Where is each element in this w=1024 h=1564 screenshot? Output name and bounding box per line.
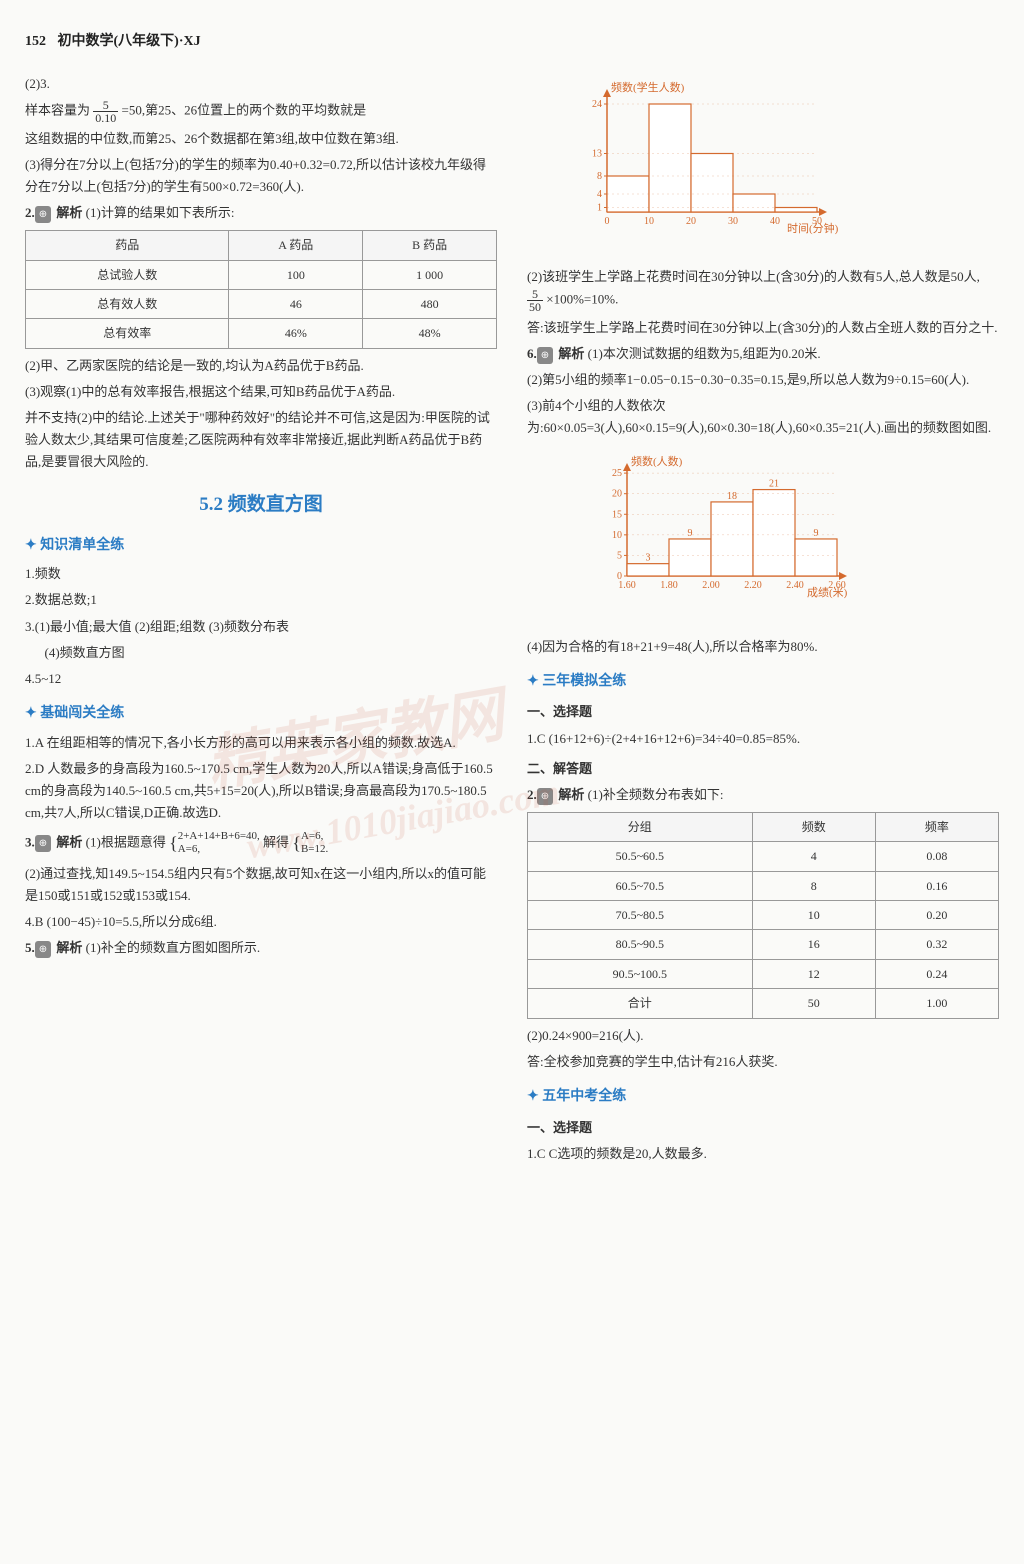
svg-text:2.00: 2.00 — [702, 580, 720, 591]
text: 这组数据的中位数,而第25、26个数据都在第3组,故中位数在第3组. — [25, 128, 497, 150]
text: (2)第5小组的频率1−0.05−0.15−0.30−0.35=0.15,是9,… — [527, 369, 999, 391]
text: (2)0.24×900=216(人). — [527, 1025, 999, 1047]
subhead-basic: 基础闯关全练 — [25, 702, 497, 726]
svg-text:10: 10 — [612, 530, 622, 541]
text: (2)通过查找,知149.5~154.5组内只有5个数据,故可知x在这一小组内,… — [25, 863, 497, 907]
text: 3.(1)最小值;最大值 (2)组距;组数 (3)频数分布表 — [25, 616, 497, 638]
svg-text:15: 15 — [612, 510, 622, 521]
text: (2)甲、乙两家医院的结论是一致的,均认为A药品优于B药品. — [25, 355, 497, 377]
table-row: 总有效人数46480 — [26, 290, 497, 319]
q6: 6.⊕ 解析 (1)本次测试数据的组数为5,组距为0.20米. — [527, 343, 999, 365]
text: 2.D 人数最多的身高段为160.5~170.5 cm,学生人数为20人,所以A… — [25, 758, 497, 824]
text: 1.C C选项的频数是20,人数最多. — [527, 1143, 999, 1165]
table-row: 总试验人数1001 000 — [26, 260, 497, 289]
text: 答:全校参加竞赛的学生中,估计有216人获奖. — [527, 1051, 999, 1073]
analysis-tag: ⊕ — [537, 347, 553, 364]
svg-text:24: 24 — [592, 99, 602, 110]
text: (3)得分在7分以上(包括7分)的学生的频率为0.40+0.32=0.72,所以… — [25, 154, 497, 198]
text: (2)3. — [25, 73, 497, 95]
svg-text:40: 40 — [770, 216, 780, 227]
svg-text:2.60: 2.60 — [828, 580, 846, 591]
analysis-tag: ⊕ — [537, 788, 553, 805]
table-row: 合计501.00 — [528, 989, 999, 1018]
text: 1.C (16+12+6)÷(2+4+16+12+6)=34÷40=0.85=8… — [527, 728, 999, 750]
text: (3)观察(1)中的总有效率报告,根据这个结果,可知B药品优于A药品. — [25, 381, 497, 403]
table-row: 总有效率46%48% — [26, 319, 497, 348]
analysis-tag: ⊕ — [35, 835, 51, 852]
histogram-1: 频数(学生人数)时间(分钟)148132401020304050 — [567, 69, 847, 255]
text: 1.A 在组距相等的情况下,各小长方形的高可以用来表示各小组的频数.故选A. — [25, 732, 497, 754]
content-columns: 精英家教网 www.1010jiajiao.com (2)3. 样本容量为 50… — [25, 69, 999, 1169]
text: 样本容量为 50.10 =50,第25、26位置上的两个数的平均数就是 — [25, 99, 497, 124]
q2: 2.⊕ 解析 (1)计算的结果如下表所示: — [25, 202, 497, 224]
text: 2.数据总数;1 — [25, 589, 497, 611]
svg-text:30: 30 — [728, 216, 738, 227]
svg-text:2.40: 2.40 — [786, 580, 804, 591]
svg-text:2.20: 2.20 — [744, 580, 762, 591]
svg-text:9: 9 — [688, 528, 693, 539]
subhead-3yr: 三年模拟全练 — [527, 670, 999, 694]
table-row: 80.5~90.5160.32 — [528, 930, 999, 959]
table-row: 50.5~60.540.08 — [528, 842, 999, 871]
fraction: 550 — [527, 288, 543, 313]
svg-text:0: 0 — [605, 216, 610, 227]
analysis-tag: ⊕ — [35, 206, 51, 223]
page-header: 152 初中数学(八年级下)·XJ — [25, 30, 999, 54]
svg-text:21: 21 — [769, 479, 779, 490]
subsub: 一、选择题 — [527, 1117, 999, 1139]
svg-text:5: 5 — [617, 551, 622, 562]
svg-text:频数(人数): 频数(人数) — [631, 454, 683, 468]
q3: 3.⊕ 解析 (1)根据题意得 {2+A+14+B+6=40,A=6, 解得 {… — [25, 828, 497, 859]
subhead-5yr: 五年中考全练 — [527, 1085, 999, 1109]
svg-text:50: 50 — [812, 216, 822, 227]
table-row: 60.5~70.580.16 — [528, 871, 999, 900]
table-row: 90.5~100.5120.24 — [528, 959, 999, 988]
subhead-knowledge: 知识清单全练 — [25, 534, 497, 558]
fraction: 50.10 — [93, 99, 118, 124]
svg-text:1.80: 1.80 — [660, 580, 678, 591]
svg-text:1.60: 1.60 — [618, 580, 636, 591]
left-column: (2)3. 样本容量为 50.10 =50,第25、26位置上的两个数的平均数就… — [25, 69, 497, 1169]
subsub: 一、选择题 — [527, 701, 999, 723]
svg-text:20: 20 — [612, 489, 622, 500]
page-title: 初中数学(八年级下)·XJ — [58, 34, 201, 49]
table-drugs: 药品A 药品B 药品 总试验人数1001 000 总有效人数46480 总有效率… — [25, 230, 497, 349]
section-title: 5.2 频数直方图 — [25, 489, 497, 521]
text: (4)因为合格的有18+21+9=48(人),所以合格率为80%. — [527, 636, 999, 658]
text: 答:该班学生上学路上花费时间在30分钟以上(含30分)的人数占全班人数的百分之十… — [527, 317, 999, 339]
text: (4)频数直方图 — [25, 642, 497, 664]
m2: 2.⊕ 解析 (1)补全频数分布表如下: — [527, 784, 999, 806]
q5: 5.⊕ 解析 (1)补全的频数直方图如图所示. — [25, 937, 497, 959]
text: 4.B (100−45)÷10=5.5,所以分成6组. — [25, 911, 497, 933]
table-freq: 分组频数频率 50.5~60.540.08 60.5~70.580.16 70.… — [527, 812, 999, 1019]
svg-text:3: 3 — [646, 553, 651, 564]
subsub: 二、解答题 — [527, 758, 999, 780]
svg-text:9: 9 — [814, 528, 819, 539]
histogram-2: 频数(人数)成绩(米)391821905101520251.601.802.00… — [587, 443, 877, 624]
text: 并不支持(2)中的结论.上述关于"哪种药效好"的结论并不可信,这是因为:甲医院的… — [25, 407, 497, 473]
svg-text:8: 8 — [597, 171, 602, 182]
svg-text:20: 20 — [686, 216, 696, 227]
analysis-tag: ⊕ — [35, 941, 51, 958]
right-column: 频数(学生人数)时间(分钟)148132401020304050 (2)该班学生… — [527, 69, 999, 1169]
text: (3)前4个小组的人数依次为:60×0.05=3(人),60×0.15=9(人)… — [527, 395, 999, 439]
text: (2)该班学生上学路上花费时间在30分钟以上(含30分)的人数有5人,总人数是5… — [527, 266, 999, 313]
svg-text:频数(学生人数): 频数(学生人数) — [611, 80, 685, 94]
svg-text:1: 1 — [597, 202, 602, 213]
svg-text:25: 25 — [612, 469, 622, 480]
svg-text:13: 13 — [592, 148, 602, 159]
page-number: 152 — [25, 34, 46, 49]
text: 1.频数 — [25, 563, 497, 585]
text: 4.5~12 — [25, 668, 497, 690]
svg-text:18: 18 — [727, 491, 737, 502]
table-row: 70.5~80.5100.20 — [528, 900, 999, 929]
svg-text:10: 10 — [644, 216, 654, 227]
svg-text:4: 4 — [597, 189, 602, 200]
